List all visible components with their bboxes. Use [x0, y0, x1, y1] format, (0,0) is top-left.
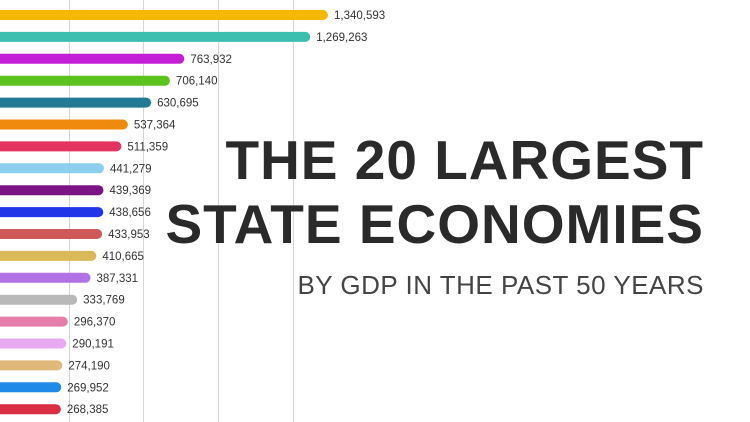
bar	[0, 316, 68, 327]
bar	[0, 185, 104, 196]
bar	[0, 10, 328, 20]
chart-title-line-2: STATE ECONOMIES	[165, 193, 704, 255]
bar	[0, 75, 170, 86]
bar-value-label: 290,191	[72, 339, 114, 351]
bar-value-label: 1,340,593	[334, 10, 385, 22]
bar-value-label: 537,364	[134, 120, 176, 132]
bar	[0, 97, 152, 108]
bar-value-label: 410,665	[102, 251, 144, 263]
bar	[0, 360, 63, 371]
bar-value-label: 441,279	[110, 163, 152, 175]
bar	[0, 250, 97, 261]
bar-value-label: 706,140	[176, 76, 218, 88]
bar-value-label: 433,953	[108, 229, 150, 241]
bar	[0, 207, 104, 218]
bar-value-label: 268,385	[67, 404, 109, 416]
bar-value-label: 439,369	[109, 185, 151, 197]
bar-value-label: 269,952	[67, 382, 109, 394]
bar-value-label: 296,370	[74, 317, 116, 329]
bar	[0, 141, 122, 152]
bar-value-label: 763,932	[190, 54, 232, 66]
bar-value-label: 1,269,263	[316, 32, 367, 44]
bar-value-label: 511,359	[127, 141, 168, 153]
chart-subtitle: BY GDP IN THE PAST 50 YEARS	[297, 270, 704, 300]
bar	[0, 163, 104, 174]
title-block: THE 20 LARGEST STATE ECONOMIES BY GDP IN…	[165, 128, 704, 300]
bar	[0, 404, 61, 415]
bar-value-label: 333,769	[83, 295, 125, 307]
bar-value-label: 387,331	[97, 273, 139, 285]
bar	[0, 294, 78, 305]
bar-value-label: 438,656	[109, 207, 151, 219]
bar	[0, 119, 128, 130]
bar	[0, 382, 62, 393]
bar	[0, 31, 311, 42]
bar-value-label: 274,190	[68, 360, 110, 372]
chart-title-line-1: THE 20 LARGEST	[225, 129, 704, 191]
bar	[0, 338, 67, 349]
bar	[0, 272, 91, 283]
bar	[0, 53, 185, 64]
bar	[0, 229, 103, 239]
bar-value-label: 630,695	[157, 98, 199, 110]
